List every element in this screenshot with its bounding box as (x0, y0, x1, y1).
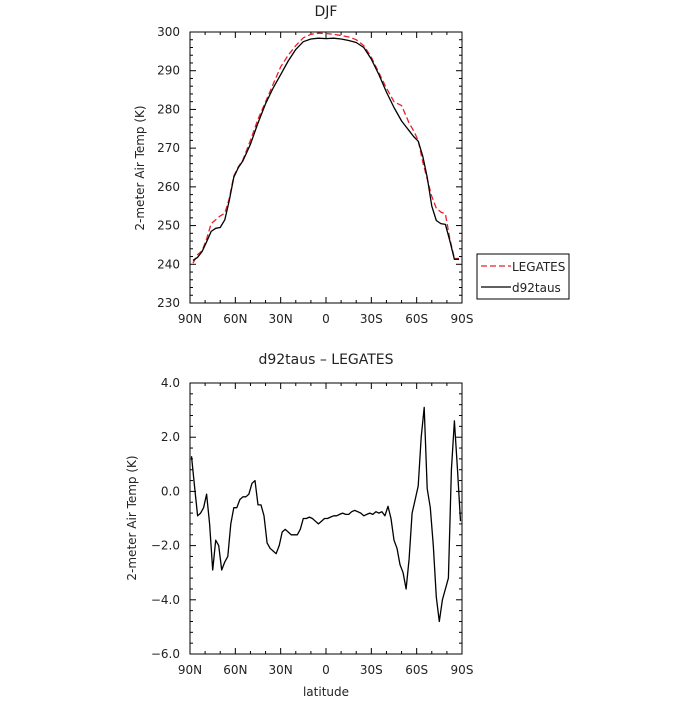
bottom-chart-ylabel: 2-meter Air Temp (K) (125, 455, 139, 580)
y-tick-label: −6.0 (151, 647, 180, 661)
x-tick-label: 90N (178, 663, 202, 677)
y-tick-label: 290 (157, 64, 180, 78)
top-chart-frame (189, 31, 463, 304)
legend: LEGATES d92taus (476, 253, 570, 300)
top-chart-panel: DJF 2-meter Air Temp (K) 90N 60N 30N 0 30S 60… (133, 4, 473, 326)
top-series-line-legates (192, 32, 459, 264)
top-series-line-d92taus (192, 37, 459, 261)
x-tick-label: 0 (322, 663, 330, 677)
y-tick-label: 2.0 (161, 430, 180, 444)
y-tick-label: 250 (157, 219, 180, 233)
top-chart-title: DJF (315, 4, 338, 20)
x-tick-label: 60N (223, 312, 247, 326)
x-tick-label: 60S (405, 312, 428, 326)
x-tick-label: 60N (223, 663, 247, 677)
x-tick-label: 30N (269, 663, 293, 677)
bottom-chart-xlabel: latitude (303, 685, 349, 699)
x-tick-label: 90N (178, 312, 202, 326)
x-tick-label: 30S (360, 663, 383, 677)
bottom-chart-panel: d92taus – LEGATES 2-meter Air Temp (K) l… (125, 352, 473, 699)
legend-label-legates: LEGATES (512, 260, 565, 274)
y-tick-label: 280 (157, 102, 180, 116)
top-chart-lines (192, 32, 459, 264)
legend-label-d92taus: d92taus (512, 281, 561, 295)
x-tick-label: 30S (360, 312, 383, 326)
bottom-chart-lines (190, 406, 462, 623)
top-chart-ticks: 90N 60N 30N 0 30S 60S 90S 230 240 250 260 270 280 290… (157, 25, 473, 326)
bottom-series-line-difference (190, 406, 462, 623)
x-tick-label: 30N (269, 312, 293, 326)
y-tick-label: 240 (157, 257, 180, 271)
y-tick-label: −4.0 (151, 593, 180, 607)
bottom-chart-ticks: 90N 60N 30N 0 30S 60S 90S −6.0 −4.0 −2.0 0.0 2.0 4.0 (151, 376, 474, 677)
y-tick-label: 230 (157, 296, 180, 310)
y-tick-label: 4.0 (161, 376, 180, 390)
legend-box (476, 253, 570, 300)
y-tick-label: 260 (157, 180, 180, 194)
x-tick-label: 0 (322, 312, 330, 326)
y-tick-label: 300 (157, 25, 180, 39)
y-tick-label: −2.0 (151, 539, 180, 553)
y-tick-label: 270 (157, 141, 180, 155)
bottom-chart-title: d92taus – LEGATES (258, 352, 393, 368)
y-tick-label: 0.0 (161, 484, 180, 498)
x-tick-label: 90S (451, 663, 474, 677)
x-tick-label: 90S (451, 312, 474, 326)
x-tick-label: 60S (405, 663, 428, 677)
top-chart-ylabel: 2-meter Air Temp (K) (133, 105, 147, 230)
